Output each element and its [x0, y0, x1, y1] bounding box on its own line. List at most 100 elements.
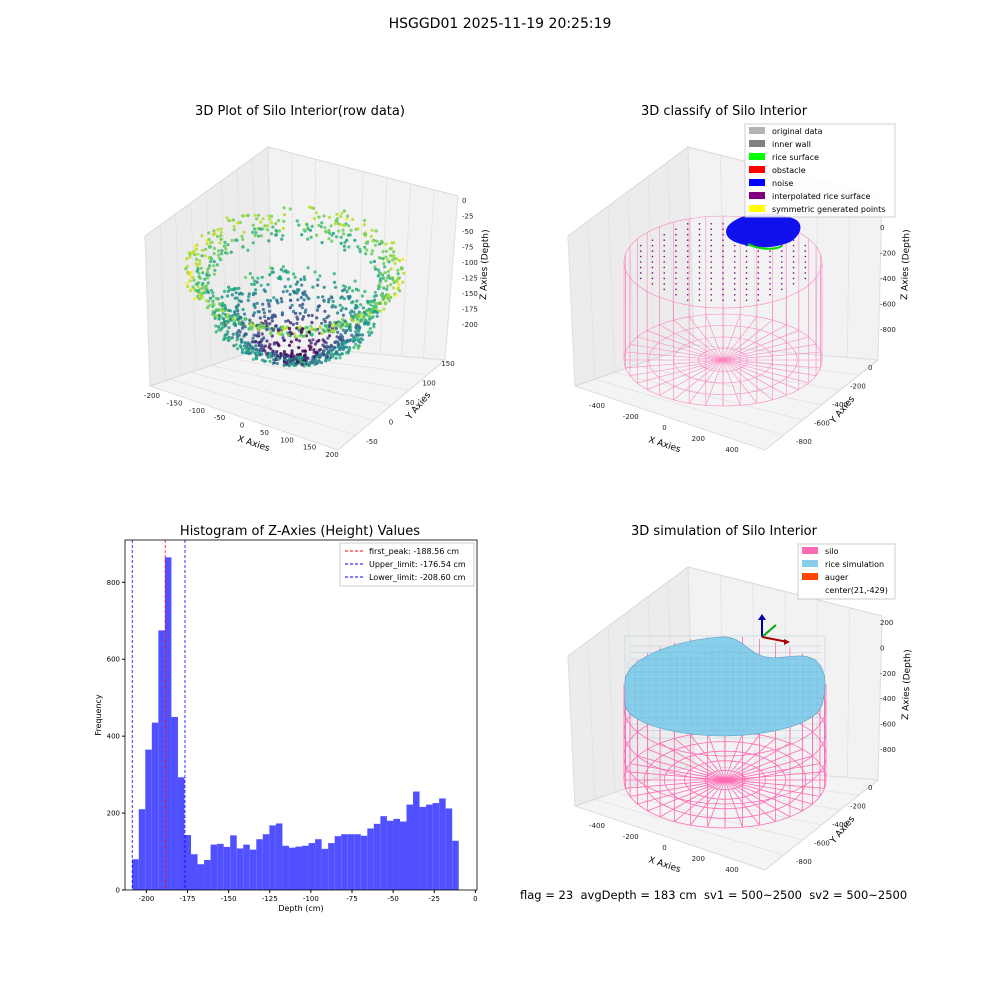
- panel2-interpolated-point: [792, 266, 795, 269]
- panel1-data-point: [220, 295, 224, 299]
- panel2-legend-swatch: [749, 166, 765, 173]
- panel2-interpolated-point: [675, 277, 677, 280]
- panel1-data-point: [341, 228, 345, 232]
- panel1-data-point: [362, 310, 366, 315]
- panel1-data-point: [353, 238, 357, 242]
- panel1-data-point: [338, 303, 342, 307]
- panel1-data-point: [222, 289, 227, 293]
- panel2-interpolated-point: [675, 272, 677, 274]
- panel1-data-point: [337, 345, 341, 349]
- panel1-data-point: [330, 233, 334, 237]
- panel1-data-point: [308, 338, 312, 343]
- panel1-data-point: [291, 322, 295, 326]
- panel1-data-point: [227, 308, 231, 312]
- panel1-data-point: [308, 228, 313, 232]
- panel1-data-point: [321, 343, 325, 347]
- panel1-data-point: [366, 330, 371, 334]
- panel2-interpolated-point: [733, 261, 736, 263]
- panel1-data-point: [235, 307, 239, 311]
- panel1-data-point: [259, 220, 263, 224]
- panel1-data-point: [296, 298, 300, 302]
- panel1-data-point: [312, 217, 316, 221]
- panel1-data-point: [352, 338, 356, 342]
- panel1-data-point: [346, 214, 350, 218]
- panel2-interpolated-point: [651, 244, 654, 247]
- panel1-data-point: [323, 320, 327, 324]
- panel1-data-point: [365, 248, 369, 252]
- panel1-data-point: [207, 256, 211, 260]
- panel1-data-point: [239, 299, 243, 304]
- panel1-data-point: [217, 256, 221, 260]
- panel1-data-point: [372, 322, 376, 326]
- panel1-data-point: [361, 315, 365, 319]
- panel1-data-point: [185, 257, 189, 261]
- panel1-data-point: [252, 282, 256, 286]
- panel1-title: 3D Plot of Silo Interior(row data): [195, 104, 405, 119]
- panel1-data-point: [359, 318, 363, 322]
- histogram-bar: [439, 798, 446, 890]
- panel1-data-point: [282, 219, 286, 223]
- panel2-interpolated-point: [757, 266, 760, 269]
- panel1-data-point: [305, 325, 309, 329]
- panel1-data-point: [263, 344, 267, 348]
- panel4-y-tick: 0: [868, 784, 872, 792]
- panel1-data-point: [278, 275, 282, 279]
- histogram-bar: [269, 825, 276, 890]
- panel2-interpolated-point: [757, 293, 760, 296]
- panel4-z-tick: -400: [880, 695, 896, 703]
- panel1-data-point: [387, 260, 391, 264]
- histogram-bar: [223, 846, 231, 890]
- panel1-data-point: [207, 231, 211, 235]
- panel2-interpolated-point: [675, 283, 677, 285]
- panel2-interpolated-point: [722, 299, 724, 302]
- panel1-data-point: [384, 249, 388, 253]
- panel1-data-point: [339, 321, 343, 325]
- panel2-interpolated-point: [733, 277, 736, 280]
- panel2-interpolated-point: [675, 228, 677, 231]
- panel1-data-point: [312, 354, 317, 359]
- panel1-data-point: [291, 355, 295, 359]
- panel1-data-point: [269, 221, 274, 225]
- panel2-interpolated-point: [757, 288, 760, 291]
- panel1-x-tick: -200: [144, 392, 160, 400]
- panel1-data-point: [369, 260, 373, 264]
- panel2-interpolated-point: [686, 250, 689, 252]
- panel1-x-tick: -150: [167, 399, 183, 407]
- panel1-data-point: [272, 361, 277, 365]
- panel1-data-point: [196, 289, 200, 293]
- panel1-y-tick: 0: [389, 419, 393, 427]
- panel1-data-point: [360, 312, 364, 316]
- panel1-data-point: [401, 257, 405, 261]
- panel1-data-point: [295, 321, 299, 325]
- panel1-data-point: [306, 266, 310, 270]
- panel2-z-tick: 0: [880, 224, 884, 232]
- panel2-silo-floor-ring: [673, 336, 773, 384]
- panel1-data-point: [230, 238, 234, 242]
- panel1-data-point: [335, 217, 339, 221]
- panel1-data-point: [352, 336, 356, 340]
- panel1-data-point: [195, 269, 199, 273]
- panel1-data-point: [275, 341, 279, 345]
- histogram-bar: [413, 791, 420, 890]
- panel1-data-point: [302, 354, 307, 358]
- histogram-bar: [406, 804, 414, 890]
- panel1-data-point: [318, 326, 322, 330]
- panel2-interpolated-point: [745, 299, 748, 302]
- panel2-interpolated-point: [710, 293, 713, 296]
- panel2-x-tick: -200: [623, 413, 639, 421]
- panel2-interpolated-point: [780, 266, 783, 269]
- panel4-silo-floor-spoke: [647, 779, 726, 812]
- panel2-interpolated-point: [663, 239, 666, 241]
- panel1-data-point: [266, 355, 270, 359]
- panel1-data-point: [342, 297, 346, 301]
- panel1-data-point: [378, 281, 382, 285]
- histogram-x-tick: -175: [180, 895, 196, 903]
- panel1-data-point: [358, 250, 362, 254]
- panel2-y-tick: 0: [868, 364, 872, 372]
- panel1-data-point: [275, 299, 279, 303]
- panel1-data-point: [331, 303, 335, 308]
- panel1-data-point: [314, 328, 318, 332]
- panel2-interpolated-point: [698, 255, 701, 258]
- panel1-data-point: [229, 250, 233, 254]
